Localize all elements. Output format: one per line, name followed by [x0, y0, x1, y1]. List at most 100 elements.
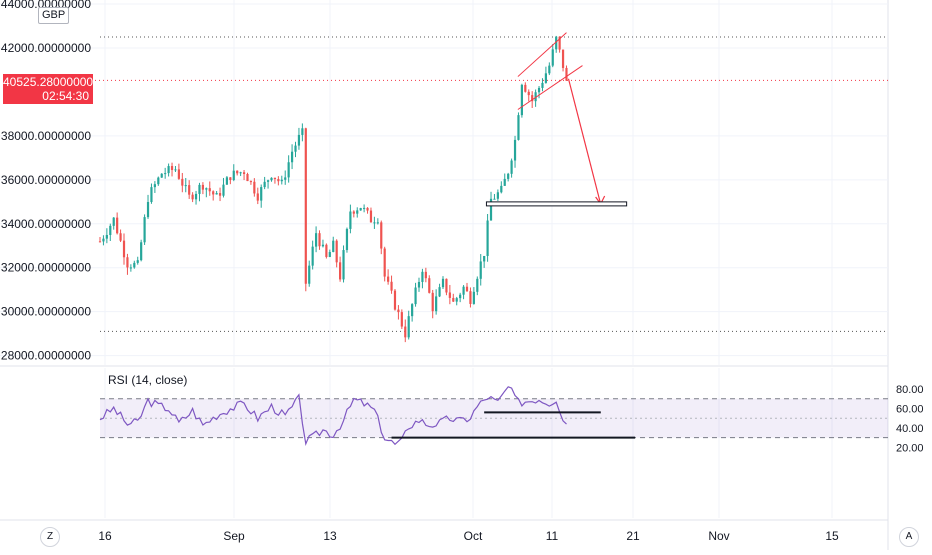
candle-body: [188, 185, 191, 195]
candle-body: [541, 82, 544, 88]
rsi-tick-label: 80.00: [896, 384, 924, 396]
candle-body: [531, 95, 534, 102]
candle-body: [352, 211, 355, 214]
target-box: [485, 201, 628, 207]
candle-body: [112, 217, 115, 226]
price-tick-label: 32000.00000000: [1, 261, 91, 275]
candle-body: [349, 211, 352, 229]
candle-body: [524, 84, 527, 92]
candle-body: [122, 240, 126, 258]
price-tick-label: 38000.00000000: [1, 129, 91, 143]
candle-body: [146, 202, 150, 218]
price-tick-label: 36000.00000000: [1, 173, 91, 187]
candle-body: [421, 271, 424, 282]
candle-body: [335, 240, 338, 263]
price-tick-label: 44000.00000000: [1, 0, 91, 11]
candle-body: [98, 241, 102, 243]
candle-body: [359, 208, 362, 211]
rsi-tick-label: 20.00: [896, 442, 924, 454]
candle-body: [280, 179, 283, 182]
candle-body: [397, 309, 400, 313]
candle-body: [218, 193, 222, 196]
date-tick-label: Oct: [464, 529, 483, 543]
last-price-value: 40525.28000000: [3, 75, 94, 89]
candle-body: [205, 188, 208, 190]
date-tick-label: 15: [825, 529, 839, 543]
candle-body: [191, 194, 194, 200]
candle-body: [311, 246, 314, 266]
candle-body: [222, 184, 225, 196]
candle-body: [287, 162, 290, 178]
price-tick-label: 34000.00000000: [1, 217, 91, 231]
candle-body: [558, 36, 561, 50]
candle-body: [417, 281, 421, 288]
candle-body: [383, 248, 386, 277]
price-tick-label: 30000.00000000: [1, 305, 91, 319]
candle-body: [390, 281, 393, 291]
candle-body: [345, 228, 349, 251]
candle-body: [517, 115, 520, 140]
candle-body: [548, 65, 551, 74]
rsi-title[interactable]: RSI (14, close): [108, 373, 188, 387]
candle-body: [479, 261, 482, 279]
annotation-layer: [485, 32, 628, 207]
candle-body: [290, 151, 294, 163]
candle-body: [404, 326, 407, 338]
candle-body: [493, 198, 496, 200]
candle-body: [119, 233, 122, 241]
candle-body: [325, 244, 328, 257]
candle-body: [424, 271, 427, 279]
date-tick-label: 11: [546, 529, 559, 543]
candle-body: [133, 262, 136, 268]
candle-body: [174, 169, 177, 171]
candle-body: [284, 177, 287, 180]
candle-body: [116, 217, 119, 234]
candle-body: [339, 262, 342, 280]
candle-body: [561, 49, 565, 68]
candle-body: [229, 177, 232, 181]
candle-body: [455, 298, 458, 302]
candle-body: [537, 87, 541, 93]
candle-body: [143, 217, 146, 243]
candle-body: [452, 297, 455, 302]
channel-lower-line: [517, 65, 583, 110]
level-layer: [95, 36, 888, 332]
candle-body: [520, 84, 523, 116]
target-arrow-shaft: [567, 78, 602, 205]
rsi-tick-label: 60.00: [896, 403, 924, 415]
candle-body: [314, 233, 318, 247]
rsi-tick-label: 40.00: [896, 423, 924, 435]
candle-body: [301, 128, 304, 135]
candle-body: [273, 177, 277, 180]
candle-body: [448, 292, 451, 298]
candle-body: [249, 181, 253, 183]
candle-body: [435, 296, 438, 312]
candle-body: [208, 188, 211, 192]
candle-body: [332, 240, 335, 253]
candle-body: [236, 170, 239, 174]
candle-body: [356, 210, 359, 214]
candle-body: [201, 184, 204, 190]
auto-scale-button[interactable]: A: [899, 527, 919, 547]
channel-upper-line: [517, 32, 567, 77]
candle-body: [297, 134, 301, 146]
candle-body: [393, 290, 397, 310]
date-tick-label: 21: [626, 529, 640, 543]
rsi-layer: [99, 386, 888, 447]
candle-body: [376, 222, 379, 224]
candle-body: [534, 92, 537, 102]
timezone-z-button[interactable]: Z: [40, 527, 60, 547]
candle-body: [157, 177, 160, 185]
date-tick-label: Sep: [223, 529, 245, 543]
price-tick-label: 42000.00000000: [1, 41, 91, 55]
candle-body: [126, 257, 129, 268]
last-price-label: 40525.28000000 02:54:30: [3, 74, 93, 104]
currency-badge[interactable]: GBP: [38, 7, 70, 24]
candle-body: [472, 291, 475, 304]
candle-body: [476, 278, 479, 292]
candle-body: [513, 139, 517, 161]
candle-body: [400, 312, 403, 327]
candle-body: [225, 177, 229, 185]
